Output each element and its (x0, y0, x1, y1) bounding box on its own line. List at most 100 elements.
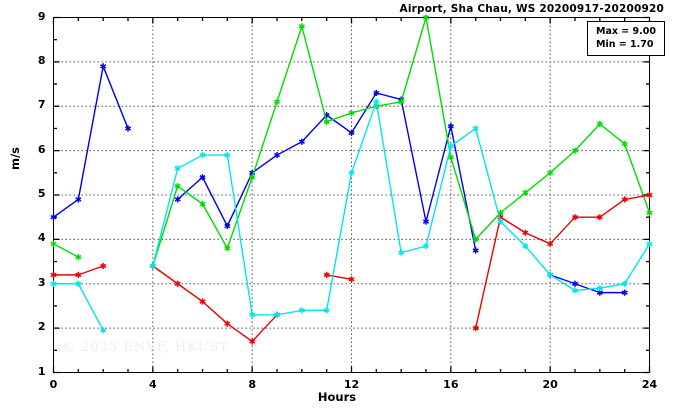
y-tick-label: 5 (37, 187, 46, 200)
y-tick-label: 7 (37, 98, 46, 112)
data-point (348, 129, 355, 136)
data-point (224, 222, 231, 230)
x-tick-label: 0 (49, 377, 58, 391)
data-point (373, 98, 380, 105)
data-point (373, 89, 380, 97)
data-point (547, 271, 554, 278)
data-point (124, 125, 132, 132)
data-point (224, 320, 231, 327)
data-point (75, 254, 82, 261)
data-point (298, 307, 305, 314)
data-point (571, 287, 579, 294)
x-tick-label: 4 (149, 377, 157, 391)
data-point (50, 280, 57, 287)
chart-title: Airport, Sha Chau, WS 20200917-20200920 (399, 3, 664, 15)
x-tick-label: 12 (343, 377, 360, 391)
data-point (174, 183, 181, 190)
y-tick-label: 9 (37, 9, 46, 23)
data-point (199, 174, 206, 181)
data-point (199, 298, 206, 305)
series-cyan (50, 98, 653, 334)
data-point (547, 240, 554, 247)
data-point (100, 262, 107, 270)
data-point (646, 191, 653, 199)
data-point (472, 236, 479, 243)
data-point (646, 209, 653, 216)
data-point (50, 240, 57, 247)
data-point (571, 280, 579, 287)
series-green (50, 14, 653, 270)
data-point (224, 245, 231, 252)
data-point (422, 242, 430, 250)
y-tick-label: 4 (37, 231, 46, 245)
data-point (75, 271, 82, 278)
data-point (100, 63, 107, 70)
data-point (646, 240, 653, 247)
y-tick-label: 8 (37, 53, 46, 67)
y-tick-label: 3 (37, 275, 46, 289)
data-point (522, 242, 529, 250)
x-tick-label: 20 (542, 377, 558, 391)
data-point (596, 214, 603, 221)
data-point (571, 214, 579, 221)
data-point (100, 327, 107, 334)
data-point (323, 118, 330, 125)
data-point (596, 285, 603, 292)
data-point (174, 165, 181, 172)
data-point (273, 151, 281, 159)
data-point (447, 143, 454, 150)
data-point (199, 151, 206, 159)
data-point (621, 280, 628, 287)
data-point (472, 125, 479, 132)
data-point (348, 276, 355, 283)
data-point (323, 271, 330, 278)
data-point (149, 262, 156, 270)
data-point (298, 138, 305, 145)
x-tick-label: 16 (443, 377, 459, 391)
data-point (298, 23, 305, 30)
data-point (273, 311, 281, 318)
data-point (621, 289, 628, 296)
data-point (249, 174, 256, 181)
data-point (50, 214, 57, 221)
legend-min: Min = 1.70 (595, 39, 654, 50)
y-tick-label: 1 (37, 364, 46, 378)
legend-max: Max = 9.00 (595, 26, 656, 37)
data-point (174, 280, 181, 287)
data-point (398, 98, 405, 105)
data-point (422, 218, 430, 225)
data-point (323, 307, 330, 314)
data-point (497, 218, 504, 225)
y-tick-label: 2 (37, 320, 46, 334)
gridlines (53, 17, 650, 373)
data-point (249, 311, 256, 318)
data-point (348, 109, 355, 117)
data-point (472, 247, 479, 254)
data-point (621, 196, 628, 203)
y-tick-label: 6 (37, 142, 46, 156)
data-point (75, 196, 82, 203)
x-axis-label: Hours (317, 390, 357, 404)
stats-legend: Max = 9.00 Min = 1.70 (586, 21, 665, 56)
data-point (348, 169, 355, 176)
series-red (50, 191, 653, 345)
data-series-layer (50, 14, 653, 345)
data-point (472, 325, 479, 332)
x-tick-label: 24 (641, 377, 658, 391)
data-point (249, 338, 256, 345)
data-point (422, 14, 430, 21)
data-point (621, 140, 628, 148)
data-point (174, 196, 181, 203)
data-point (224, 151, 231, 159)
data-point (75, 280, 82, 287)
data-point (596, 120, 603, 128)
data-point (571, 147, 579, 154)
data-point (522, 229, 529, 236)
data-point (273, 98, 281, 105)
data-point (199, 200, 206, 207)
data-point (547, 169, 554, 176)
data-point (522, 189, 529, 196)
series-blue (50, 63, 628, 296)
